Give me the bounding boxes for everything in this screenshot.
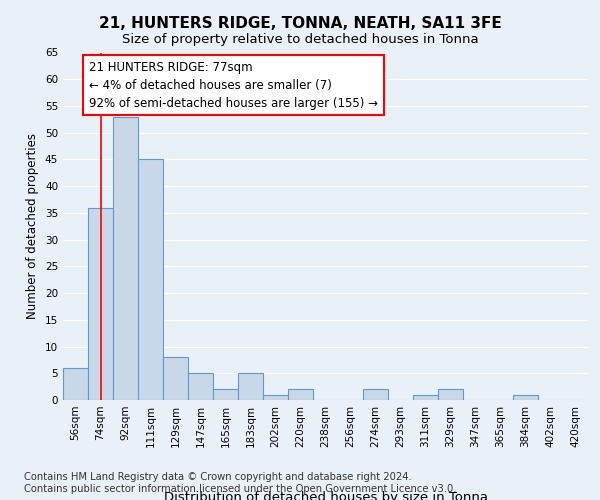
Bar	[188, 374, 213, 400]
Bar	[513, 394, 538, 400]
Bar	[63, 368, 88, 400]
X-axis label: Distribution of detached houses by size in Tonna: Distribution of detached houses by size …	[163, 492, 487, 500]
Bar	[88, 208, 113, 400]
Bar	[163, 357, 188, 400]
Text: Size of property relative to detached houses in Tonna: Size of property relative to detached ho…	[122, 32, 478, 46]
Bar	[413, 394, 438, 400]
Text: Contains HM Land Registry data © Crown copyright and database right 2024.
Contai: Contains HM Land Registry data © Crown c…	[24, 472, 457, 494]
Bar	[213, 390, 238, 400]
Bar	[138, 160, 163, 400]
Text: 21 HUNTERS RIDGE: 77sqm
← 4% of detached houses are smaller (7)
92% of semi-deta: 21 HUNTERS RIDGE: 77sqm ← 4% of detached…	[89, 60, 378, 110]
Y-axis label: Number of detached properties: Number of detached properties	[26, 133, 40, 320]
Bar	[263, 394, 288, 400]
Bar	[363, 390, 388, 400]
Bar	[438, 390, 463, 400]
Bar	[288, 390, 313, 400]
Text: 21, HUNTERS RIDGE, TONNA, NEATH, SA11 3FE: 21, HUNTERS RIDGE, TONNA, NEATH, SA11 3F…	[98, 16, 502, 31]
Bar	[113, 116, 138, 400]
Bar	[238, 374, 263, 400]
